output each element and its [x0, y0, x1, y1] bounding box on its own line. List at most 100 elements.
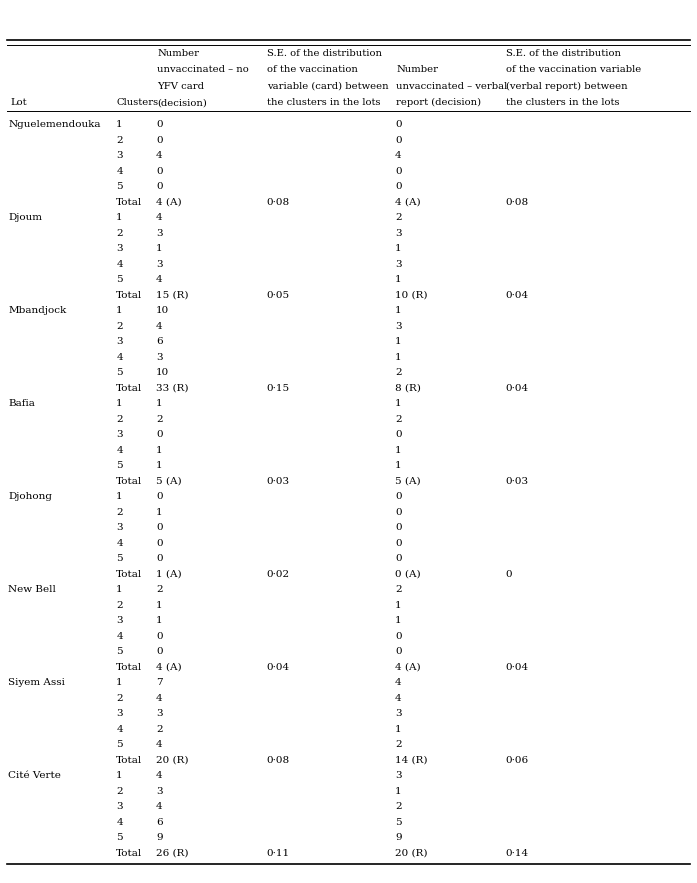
Text: 0: 0: [156, 647, 162, 656]
Text: 0·04: 0·04: [266, 663, 290, 672]
Text: 10: 10: [156, 306, 169, 315]
Text: 0·03: 0·03: [505, 477, 529, 486]
Text: of the vaccination variable: of the vaccination variable: [505, 65, 641, 74]
Text: 4 (A): 4 (A): [395, 663, 420, 672]
Text: 4: 4: [116, 353, 123, 362]
Text: 0: 0: [156, 430, 162, 440]
Text: 0: 0: [395, 493, 401, 502]
Text: 1: 1: [395, 461, 401, 471]
Text: 1: 1: [116, 120, 123, 129]
Text: 3: 3: [395, 260, 401, 268]
Text: 0: 0: [156, 524, 162, 532]
Text: 4 (A): 4 (A): [156, 663, 181, 672]
Text: 0: 0: [395, 136, 401, 145]
Text: 1: 1: [156, 508, 162, 517]
Text: 2: 2: [156, 585, 162, 594]
Text: 2: 2: [395, 214, 401, 223]
Text: 3: 3: [395, 709, 401, 719]
Text: 4 (A): 4 (A): [395, 198, 420, 207]
Text: the clusters in the lots: the clusters in the lots: [505, 98, 619, 107]
Text: 4: 4: [116, 167, 123, 176]
Text: 33 (R): 33 (R): [156, 384, 188, 393]
Text: 1: 1: [156, 461, 162, 471]
Text: 4: 4: [156, 803, 162, 811]
Text: 0: 0: [505, 570, 512, 579]
Text: 0·08: 0·08: [505, 198, 529, 207]
Text: 0: 0: [395, 167, 401, 176]
Text: 0: 0: [156, 120, 162, 129]
Text: Number: Number: [158, 49, 199, 58]
Text: 0 (A): 0 (A): [395, 570, 420, 579]
Text: S.E. of the distribution: S.E. of the distribution: [266, 49, 381, 58]
Text: 4: 4: [156, 214, 162, 223]
Text: 1: 1: [395, 787, 401, 796]
Text: 9: 9: [395, 834, 401, 842]
Text: 0: 0: [156, 182, 162, 192]
Text: New Bell: New Bell: [8, 585, 56, 594]
Text: 1: 1: [116, 399, 123, 408]
Text: 5: 5: [116, 741, 123, 750]
Text: 10: 10: [156, 368, 169, 377]
Text: Mbandjock: Mbandjock: [8, 306, 67, 315]
Text: of the vaccination: of the vaccination: [266, 65, 358, 74]
Text: 10 (R): 10 (R): [395, 291, 427, 300]
Text: 5: 5: [395, 818, 401, 827]
Text: 1: 1: [395, 725, 401, 734]
Text: 0: 0: [395, 539, 401, 547]
Text: 3: 3: [116, 524, 123, 532]
Text: 1: 1: [116, 585, 123, 594]
Text: 4: 4: [116, 632, 123, 641]
Text: 5 (A): 5 (A): [156, 477, 181, 486]
Text: 0: 0: [395, 524, 401, 532]
Text: 2: 2: [116, 694, 123, 703]
Text: (verbal report) between: (verbal report) between: [505, 82, 627, 91]
Text: 5: 5: [116, 555, 123, 563]
Text: Total: Total: [116, 570, 142, 579]
Text: 0·03: 0·03: [266, 477, 290, 486]
Text: 1: 1: [395, 616, 401, 625]
Text: 2: 2: [156, 415, 162, 424]
Text: 0·11: 0·11: [266, 849, 290, 858]
Text: 0·08: 0·08: [266, 198, 290, 207]
Text: 0·08: 0·08: [266, 756, 290, 765]
Text: 0·14: 0·14: [505, 849, 529, 858]
Text: Djohong: Djohong: [8, 493, 52, 502]
Text: unvaccinated – verbal: unvaccinated – verbal: [397, 82, 507, 91]
Text: Bafia: Bafia: [8, 399, 36, 408]
Text: 5: 5: [116, 368, 123, 377]
Text: 0: 0: [156, 555, 162, 563]
Text: 3: 3: [116, 803, 123, 811]
Text: 1: 1: [395, 399, 401, 408]
Text: 0·06: 0·06: [505, 756, 529, 765]
Text: 1: 1: [156, 399, 162, 408]
Text: S.E. of the distribution: S.E. of the distribution: [505, 49, 620, 58]
Text: 3: 3: [116, 151, 123, 160]
Text: 5 (A): 5 (A): [395, 477, 420, 486]
Text: 0·02: 0·02: [266, 570, 290, 579]
Text: (decision): (decision): [158, 98, 207, 107]
Text: 4: 4: [156, 694, 162, 703]
Text: 5: 5: [116, 275, 123, 284]
Text: 1: 1: [116, 678, 123, 687]
Text: 0·04: 0·04: [505, 663, 529, 672]
Text: 4: 4: [395, 678, 401, 687]
Text: 0: 0: [395, 120, 401, 129]
Text: 2: 2: [116, 229, 123, 238]
Text: 4: 4: [116, 446, 123, 455]
Text: 3: 3: [116, 245, 123, 253]
Text: 4: 4: [395, 694, 401, 703]
Text: 1: 1: [116, 306, 123, 315]
Text: 1: 1: [156, 446, 162, 455]
Text: Total: Total: [116, 198, 142, 207]
Text: 0·15: 0·15: [266, 384, 290, 393]
Text: 1: 1: [395, 337, 401, 346]
Text: Siyem Assi: Siyem Assi: [8, 678, 66, 687]
Text: variable (card) between: variable (card) between: [266, 82, 388, 91]
Text: 15 (R): 15 (R): [156, 291, 188, 300]
Text: 1: 1: [395, 275, 401, 284]
Text: 4: 4: [395, 151, 401, 160]
Text: 3: 3: [156, 229, 162, 238]
Text: 5: 5: [116, 647, 123, 656]
Text: 2: 2: [116, 415, 123, 424]
Text: 1: 1: [116, 772, 123, 781]
